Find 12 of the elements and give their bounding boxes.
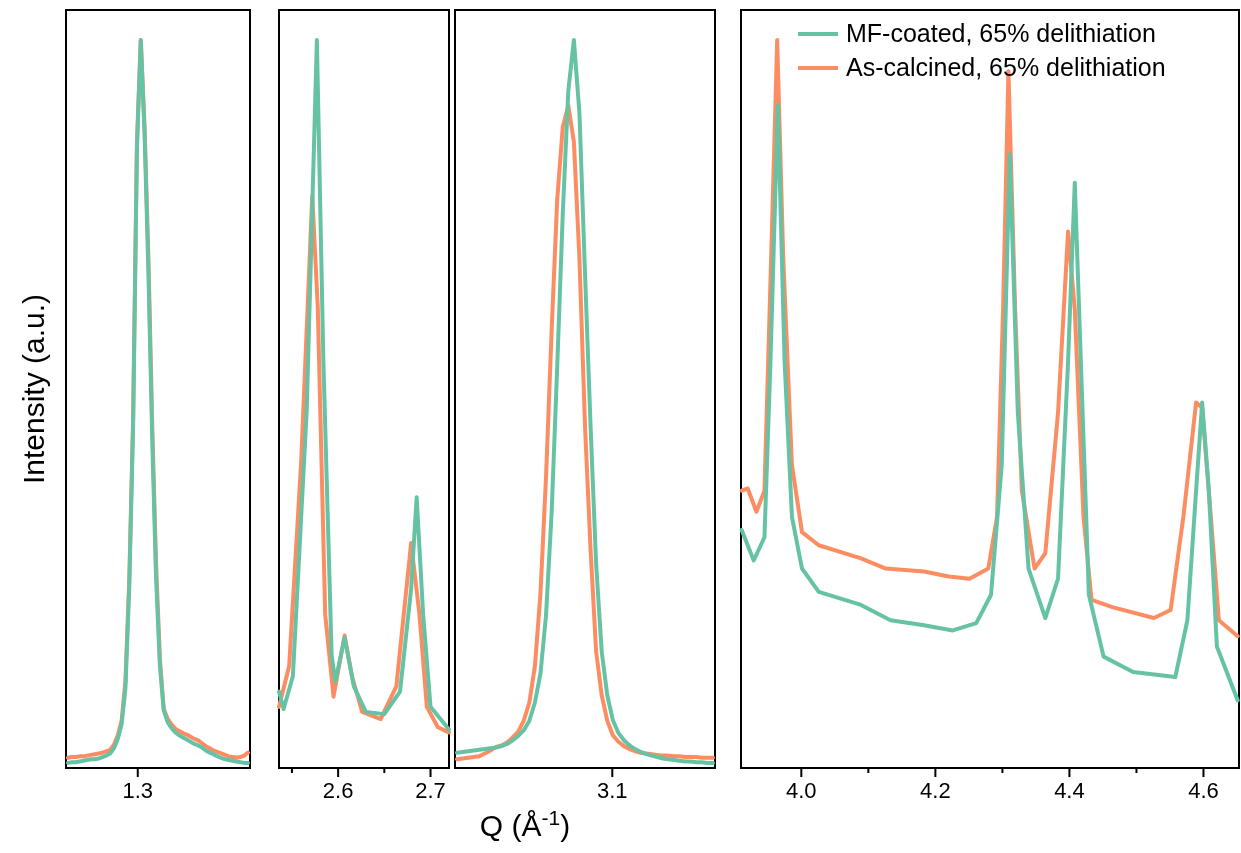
x-tick-label: 4.6 xyxy=(1188,778,1219,803)
x-tick-label: 4.0 xyxy=(786,778,817,803)
text: 1.3 xyxy=(122,778,154,803)
x-tick-label: 2.6 xyxy=(322,778,354,803)
x-tick-label: 2.7 xyxy=(415,778,446,803)
text: 3.1 xyxy=(597,778,628,803)
x-axis-title: Q (Å$^{-1}$) xyxy=(479,805,571,842)
legend-label: As-calcined, 65% delithiation xyxy=(846,53,1166,81)
x-tick-label: 4.4 xyxy=(1054,778,1085,803)
x-tick-label: 4.2 xyxy=(920,778,951,803)
y-axis-title: Intensity (a.u.) xyxy=(17,293,50,485)
legend-label: MF-coated, 65% delithiation xyxy=(846,19,1156,47)
